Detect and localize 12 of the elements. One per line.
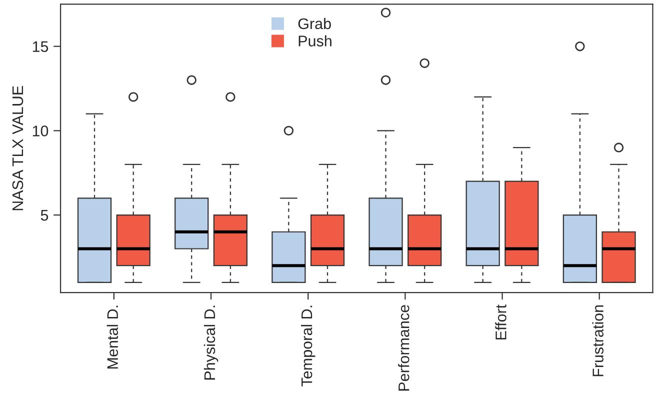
y-tick-label: 15 <box>32 41 48 52</box>
legend-label: Push <box>298 35 332 46</box>
legend-label: Grab <box>298 18 331 30</box>
x-tick-label: Temporal D. <box>300 306 316 386</box>
x-tick-label: Mental D. <box>106 306 118 369</box>
x-tick-label: Performance <box>398 305 410 391</box>
x-tick-label: Physical D. <box>204 306 218 380</box>
y-axis-title: NASA TLX VALUE <box>12 86 24 210</box>
y-tick-label: 5 <box>40 210 48 221</box>
x-tick-label: Frustration <box>592 305 604 376</box>
y-tick-label: 10 <box>32 126 48 136</box>
x-tick-label: Effort <box>495 304 506 340</box>
